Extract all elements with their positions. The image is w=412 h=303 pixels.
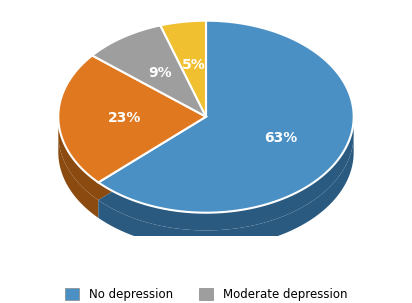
Polygon shape xyxy=(160,38,206,135)
Polygon shape xyxy=(92,43,206,135)
Polygon shape xyxy=(98,137,353,248)
Polygon shape xyxy=(98,38,354,230)
Text: 63%: 63% xyxy=(264,131,297,145)
Polygon shape xyxy=(92,25,206,117)
Polygon shape xyxy=(58,73,206,200)
Text: 23%: 23% xyxy=(108,111,141,125)
Text: 9%: 9% xyxy=(148,66,172,80)
Polygon shape xyxy=(98,21,354,213)
Polygon shape xyxy=(58,55,206,182)
Polygon shape xyxy=(58,135,98,218)
Polygon shape xyxy=(160,21,206,117)
Text: 5%: 5% xyxy=(181,58,205,72)
Legend: No depression, Mild depression, Moderate depression, Severe depression: No depression, Mild depression, Moderate… xyxy=(65,288,347,303)
